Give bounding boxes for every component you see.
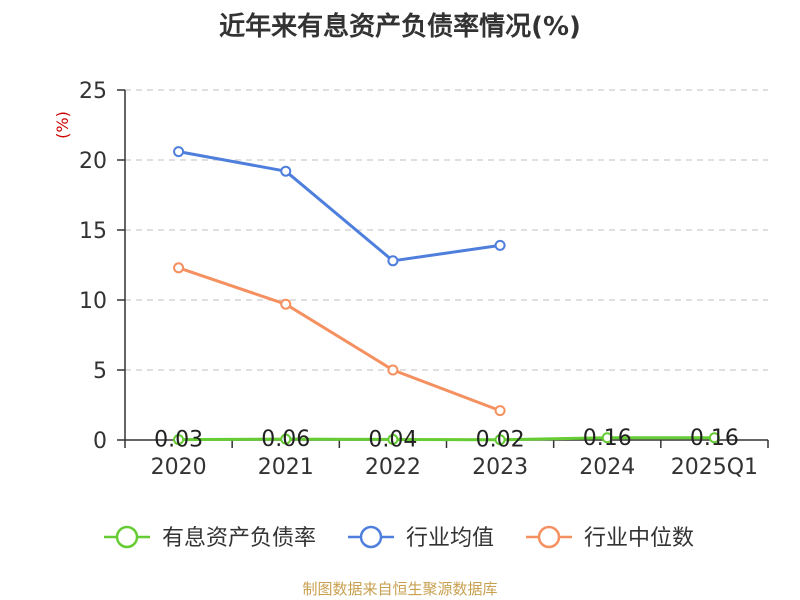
data-label: 0.06 (261, 427, 310, 452)
legend-item: 行业中位数 (526, 525, 694, 551)
data-point (494, 239, 506, 251)
data-point (494, 434, 506, 446)
legend-label: 行业中位数 (584, 526, 694, 551)
data-label: 0.04 (368, 427, 417, 452)
data-point (387, 364, 399, 376)
axes: 0 5 10 15 20 25 2020 2021 2022 2023 2024 2025Q1 (79, 79, 769, 480)
data-point (494, 405, 506, 417)
chart-title: 近年来有息资产负债率情况(%) (219, 12, 581, 42)
series-layer (173, 146, 720, 446)
series-line-2 (177, 266, 502, 413)
y-tick-label: 15 (79, 219, 107, 244)
data-label: 0.03 (154, 428, 203, 453)
x-tick-label: 2023 (472, 455, 528, 480)
legend: 有息资产负债率 行业均值 行业中位数 (104, 525, 694, 551)
legend-swatch-marker (537, 525, 561, 549)
legend-item: 有息资产负债率 (104, 525, 316, 551)
data-point (708, 432, 720, 444)
data-label: 0.16 (690, 426, 739, 451)
y-tick-label: 10 (79, 289, 107, 314)
legend-label: 行业均值 (406, 526, 494, 551)
data-point (601, 432, 613, 444)
legend-item: 行业均值 (348, 525, 494, 551)
data-point (173, 434, 185, 446)
data-point (280, 165, 292, 177)
legend-label: 有息资产负债率 (162, 526, 316, 551)
data-point (280, 433, 292, 445)
x-tick-label: 2024 (579, 455, 635, 480)
data-point (173, 262, 185, 274)
legend-swatch-marker (115, 525, 139, 549)
source-note: 制图数据来自恒生聚源数据库 (302, 580, 498, 598)
series-line-1 (177, 150, 502, 263)
data-label: 0.16 (583, 426, 632, 451)
y-tick-label: 20 (79, 149, 107, 174)
series-line-0 (177, 436, 716, 442)
legend-swatch-marker (359, 525, 383, 549)
y-axis-unit-label: (%) (53, 111, 72, 139)
data-point (387, 255, 399, 267)
x-tick-label: 2025Q1 (671, 455, 758, 480)
data-labels: 0.03 0.06 0.04 0.02 0.16 0.16 (154, 426, 739, 453)
y-tick-label: 5 (93, 359, 107, 384)
y-tick-label: 0 (93, 429, 107, 454)
data-point (387, 433, 399, 445)
x-tick-label: 2022 (365, 455, 421, 480)
x-tick-label: 2020 (151, 455, 207, 480)
data-label: 0.02 (476, 428, 525, 453)
data-point (280, 298, 292, 310)
y-tick-label: 25 (79, 79, 107, 104)
x-tick-label: 2021 (258, 455, 314, 480)
data-point (173, 146, 185, 158)
grid-lines (125, 89, 768, 371)
